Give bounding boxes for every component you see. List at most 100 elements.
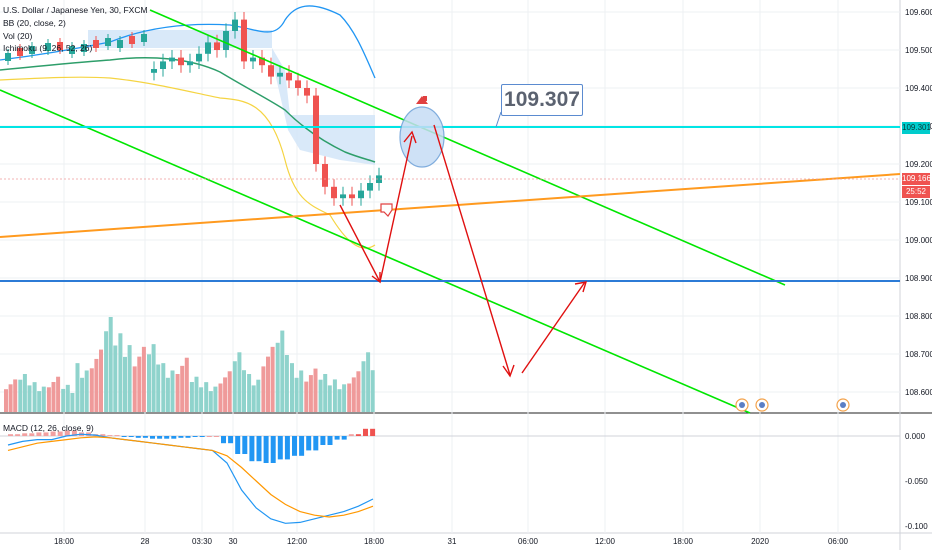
macd-histogram-bar xyxy=(277,436,283,460)
time-tick-label: 12:00 xyxy=(287,537,308,546)
macd-histogram-bar xyxy=(178,436,184,438)
macd-histogram-bar xyxy=(270,436,276,463)
macd-histogram-bar xyxy=(235,436,241,454)
candle-body xyxy=(241,19,247,62)
macd-histogram-bar xyxy=(128,436,134,437)
macd-histogram-bar xyxy=(284,436,290,460)
volume-bar xyxy=(147,354,151,412)
macd-histogram-bar xyxy=(100,434,106,436)
candle-body xyxy=(358,190,364,199)
forecast-segment xyxy=(339,204,381,283)
time-tick-label: 30 xyxy=(229,537,238,546)
macd-histogram-bar xyxy=(171,436,177,439)
volume-bar xyxy=(132,366,137,412)
volume-bar xyxy=(89,368,94,412)
arrowhead xyxy=(403,130,417,144)
macd-histogram-bar xyxy=(121,436,127,437)
economic-event-flag xyxy=(840,402,846,408)
candle-body xyxy=(5,53,11,61)
countdown-label: 25:52 xyxy=(902,186,930,198)
legend-macd[interactable]: MACD (12, 26, close, 9) xyxy=(3,423,94,433)
volume-bar xyxy=(99,349,103,412)
volume-bar xyxy=(80,377,85,412)
volume-bar xyxy=(156,364,161,412)
volume-bar xyxy=(218,383,223,412)
volume-bar xyxy=(113,345,118,412)
legend-vol[interactable]: Vol (20) xyxy=(3,31,33,41)
upper-trend-channel-line xyxy=(149,9,786,286)
macd-histogram-bar xyxy=(71,430,77,436)
legend-bb[interactable]: BB (20, close, 2) xyxy=(3,18,66,28)
time-tick-label: 28 xyxy=(141,537,150,546)
candle-body xyxy=(169,57,175,62)
volume-bar xyxy=(127,345,132,412)
volume-bar xyxy=(332,379,337,412)
forecast-segment xyxy=(521,281,586,374)
price-tick-label: 108.900 xyxy=(905,274,932,283)
volume-bar xyxy=(170,370,175,412)
volume-bar xyxy=(223,377,228,412)
arrowhead xyxy=(502,364,515,378)
macd-histogram xyxy=(8,428,376,463)
macd-tick-label: 0.000 xyxy=(905,432,926,441)
volume-bar xyxy=(361,361,366,412)
candle-body xyxy=(17,48,23,56)
macd-histogram-bar xyxy=(107,435,113,437)
volume-bar xyxy=(61,388,66,412)
macd-histogram-bar xyxy=(8,434,13,436)
time-tick-label: 18:00 xyxy=(364,537,385,546)
volume-bar xyxy=(37,391,42,412)
bb-basis xyxy=(0,57,376,163)
volume-bar xyxy=(118,333,123,412)
grid xyxy=(0,0,900,533)
volume-bar xyxy=(266,356,270,412)
target-down-arrow-icon xyxy=(416,96,428,104)
macd-histogram-bar xyxy=(256,436,262,462)
volume-bar xyxy=(41,386,46,412)
volume-bar xyxy=(194,376,199,412)
bb-upper-band xyxy=(0,5,376,79)
price-annotation-box[interactable]: 109.307 xyxy=(501,84,583,116)
bb-lower-band xyxy=(0,76,376,249)
time-tick-label: 03:30 xyxy=(192,537,213,546)
macd-histogram-bar xyxy=(306,436,312,451)
macd-histogram-bar xyxy=(213,436,219,437)
price-tick-label: 109.100 xyxy=(905,198,932,207)
price-tick-label: 109.200 xyxy=(905,160,932,169)
volume-bar xyxy=(356,371,361,412)
volume-bar xyxy=(32,382,37,412)
volume-bar xyxy=(237,352,242,412)
volume-bar xyxy=(284,355,289,412)
macd-histogram-bar xyxy=(334,436,340,440)
forecast-segment xyxy=(379,135,413,283)
time-tick-label: 06:00 xyxy=(518,537,539,546)
volume-bar xyxy=(270,346,275,412)
volume-bar xyxy=(304,381,309,412)
volume-bar xyxy=(51,382,56,412)
candle-body xyxy=(117,40,123,48)
volume-bar xyxy=(161,363,166,412)
macd-histogram-bar xyxy=(348,434,354,436)
volume-bar xyxy=(94,358,99,412)
volume-bar xyxy=(27,385,32,412)
candle-body xyxy=(223,31,229,50)
macd-histogram-bar xyxy=(185,436,191,438)
legend-ichimoku[interactable]: Ichimoku (9, 26, 52, 26) xyxy=(3,43,93,53)
macd-histogram-bar xyxy=(150,436,155,439)
volume-bar xyxy=(370,370,375,412)
candle-body xyxy=(214,42,220,50)
macd-histogram-bar xyxy=(22,433,28,436)
volume-bar xyxy=(242,370,246,412)
price-tick-label: 108.600 xyxy=(905,388,932,397)
candle-body xyxy=(331,186,337,199)
callout-leader xyxy=(495,111,502,128)
candle-body xyxy=(129,36,135,44)
volume-bar xyxy=(8,384,13,412)
candle-body xyxy=(187,61,193,66)
volume-bar xyxy=(56,376,61,412)
macd-histogram-bar xyxy=(341,436,347,440)
volume-bar xyxy=(247,374,252,412)
last-price-label: 109.166 xyxy=(902,173,931,185)
